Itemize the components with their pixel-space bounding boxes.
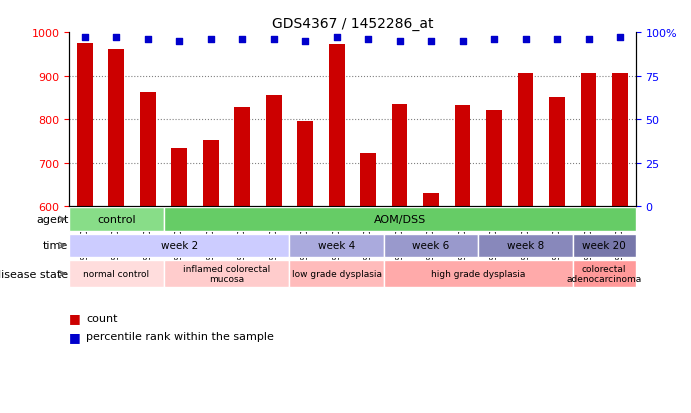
Bar [455,106,471,206]
Bar [290,234,384,257]
Bar [478,234,573,257]
Bar [164,208,636,231]
Point [331,35,342,42]
Bar [234,108,250,206]
Text: normal control: normal control [83,269,149,278]
Bar [69,260,164,287]
Text: ■: ■ [69,311,81,325]
Point [363,37,374,43]
Point [237,37,248,43]
Point [551,37,562,43]
Bar [384,260,573,287]
Bar [164,260,290,287]
Bar [384,234,478,257]
Text: week 6: week 6 [413,241,450,251]
Text: control: control [97,215,135,225]
Text: agent: agent [36,215,68,225]
Text: count: count [86,313,118,323]
Bar [69,208,164,231]
Bar [203,141,218,206]
Bar [518,74,533,206]
Point [394,38,405,45]
Text: percentile rank within the sample: percentile rank within the sample [86,332,274,342]
Text: low grade dysplasia: low grade dysplasia [292,269,381,278]
Bar [573,260,636,287]
Text: week 4: week 4 [318,241,355,251]
Bar [329,45,345,206]
Bar [549,97,565,206]
Title: GDS4367 / 1452286_at: GDS4367 / 1452286_at [272,17,433,31]
Bar [423,193,439,206]
Bar [297,122,313,206]
Bar [108,50,124,206]
Bar [612,74,628,206]
Point [520,37,531,43]
Point [79,35,91,42]
Point [583,37,594,43]
Bar [360,153,376,206]
Text: high grade dysplasia: high grade dysplasia [431,269,526,278]
Point [426,38,437,45]
Point [173,38,184,45]
Bar [69,234,290,257]
Text: AOM/DSS: AOM/DSS [374,215,426,225]
Bar [392,104,408,206]
Bar [580,74,596,206]
Point [614,35,625,42]
Bar [77,44,93,206]
Bar [140,93,155,206]
Point [268,37,279,43]
Text: week 2: week 2 [160,241,198,251]
Bar [573,234,636,257]
Text: week 8: week 8 [507,241,545,251]
Text: disease state: disease state [0,269,68,279]
Point [142,37,153,43]
Point [205,37,216,43]
Bar [486,111,502,206]
Bar [266,96,281,206]
Point [300,38,311,45]
Point [489,37,500,43]
Text: time: time [44,241,68,251]
Point [111,35,122,42]
Text: week 20: week 20 [583,241,626,251]
Text: colorectal
adenocarcinoma: colorectal adenocarcinoma [567,264,642,284]
Text: inflamed colorectal
mucosa: inflamed colorectal mucosa [183,264,270,284]
Point [457,38,468,45]
Bar [171,149,187,206]
Bar [290,260,384,287]
Text: ■: ■ [69,330,81,343]
